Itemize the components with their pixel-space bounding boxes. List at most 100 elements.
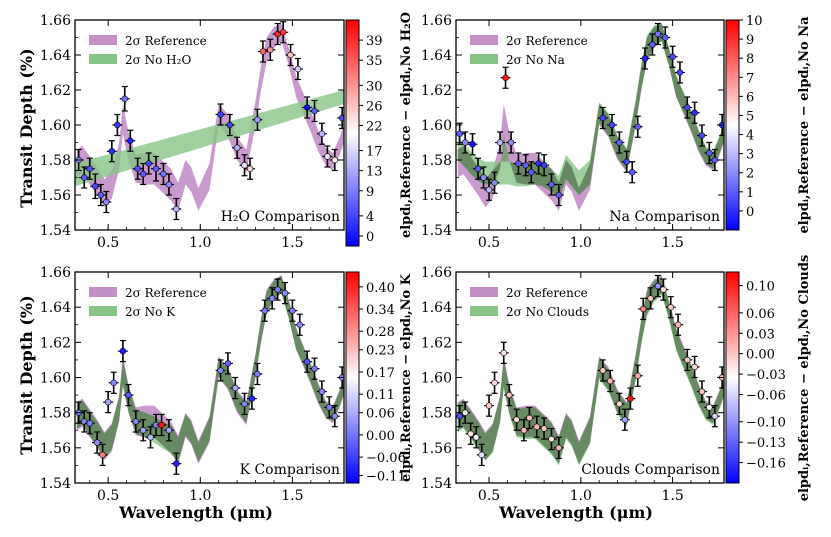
data-point — [504, 383, 515, 407]
data-point — [553, 436, 564, 459]
colorbar-tick-label: 0 — [746, 205, 754, 220]
panel-clouds: 1.54 1.56 1.58 1.60 1.62 1.64 1.66 0.5 1.0 1.5 2σ … — [421, 255, 812, 504]
data-point — [84, 412, 95, 435]
axes-frame — [74, 271, 345, 484]
data-point — [476, 443, 487, 467]
data-point — [478, 166, 489, 189]
colorbar-label: elpdᵢ,Reference − elpdᵢ,No Na — [797, 16, 812, 234]
colorbar-tick-label: 10 — [746, 14, 763, 29]
data-point — [465, 422, 476, 445]
colorbar-tick-label: 1 — [746, 186, 754, 201]
alternative-band — [75, 90, 344, 187]
y-tick-label: 1.64 — [421, 48, 452, 64]
data-point — [117, 339, 128, 363]
x-tick-label: 0.5 — [97, 235, 119, 251]
colorbar-tick-label: 5 — [746, 109, 754, 124]
data-point — [489, 171, 500, 194]
data-point — [632, 115, 643, 138]
colorbar-tick-label: 7 — [746, 71, 754, 86]
y-tick-label: 1.56 — [421, 441, 452, 457]
data-point — [267, 287, 278, 310]
legend: 2σ Reference 2σ No Na — [470, 34, 588, 67]
colorbar-tick-label: 13 — [366, 165, 383, 180]
data-point — [232, 136, 243, 159]
colorbar: −0.11 −0.06 0.00 0.06 0.11 0.17 0.23 0.28 0.34 0.… — [345, 271, 414, 485]
data-point — [682, 348, 693, 372]
overlap-band — [457, 23, 724, 199]
y-tick-label: 1.62 — [421, 335, 452, 351]
data-point — [92, 431, 103, 454]
colorbar-tick-label: 0.00 — [746, 348, 775, 363]
x-tick-label: 1.5 — [281, 235, 303, 251]
data-point — [245, 157, 256, 180]
data-point — [132, 157, 143, 180]
data-point — [257, 40, 268, 63]
colorbar-tick-label: 0 — [366, 230, 374, 245]
legend-swatch-alternative — [470, 54, 498, 64]
data-point — [156, 413, 167, 437]
y-tick-label: 1.64 — [40, 300, 71, 316]
data-point — [130, 410, 141, 433]
data-point — [309, 357, 320, 380]
reference-band — [76, 275, 344, 464]
data-point — [704, 396, 715, 419]
data-point — [329, 148, 340, 172]
y-tick-label: 1.66 — [40, 265, 71, 281]
plot-area — [456, 274, 724, 467]
x-tick-label: 1.5 — [281, 488, 303, 504]
x-tick-label: 0.5 — [97, 488, 119, 504]
colorbar-tick-label: 0.03 — [746, 327, 775, 342]
data-point — [473, 157, 484, 180]
data-point — [619, 408, 630, 431]
colorbar: 0 1 2 3 4 5 6 7 8 9 10 elpdᵢ,Reference − elpdᵢ,No N… — [725, 14, 812, 234]
data-point — [222, 352, 233, 375]
data-point — [704, 141, 715, 165]
data-point — [143, 152, 154, 175]
y-tick-label: 1.58 — [421, 153, 452, 169]
colorbar-tick-label: 0.40 — [366, 281, 395, 296]
data-point — [163, 419, 174, 442]
data-point — [272, 278, 283, 301]
data-point — [674, 61, 685, 84]
colorbar-tick-label: 0.23 — [366, 344, 395, 359]
comparison-label: H₂O Comparison — [221, 209, 340, 225]
legend: 2σ Reference 2σ No H₂O — [89, 34, 207, 67]
legend-swatch-alternative — [89, 54, 117, 64]
colorbar-tick-label: −0.03 — [746, 368, 786, 383]
data-point — [597, 106, 608, 130]
legend: 2σ Reference 2σ No Clouds — [470, 286, 589, 319]
data-point — [652, 22, 663, 46]
data-point — [125, 129, 136, 152]
plot-area — [75, 275, 344, 475]
y-tick-label: 1.66 — [421, 13, 452, 29]
data-point — [79, 410, 90, 433]
data-point — [652, 274, 663, 298]
data-point — [518, 419, 529, 442]
data-point — [265, 38, 276, 61]
comparison-label: Na Comparison — [609, 209, 720, 225]
data-point — [489, 371, 500, 394]
y-tick-label: 1.66 — [421, 265, 452, 281]
colorbar-label: elpdᵢ,Reference − elpdᵢ,No H₂O — [399, 12, 414, 238]
colorbar-tick-label: −0.10 — [746, 416, 786, 431]
data-point — [484, 394, 495, 417]
colorbar-tick-label: 8 — [746, 52, 754, 67]
x-tick-label: 0.5 — [478, 488, 500, 504]
data-point — [239, 392, 250, 416]
data-point — [640, 47, 651, 70]
data-point — [709, 148, 720, 172]
colorbar-tick-label: 9 — [366, 185, 374, 200]
x-tick-label: 1.0 — [570, 488, 592, 504]
legend-swatch-alternative — [89, 306, 117, 316]
axes-frame — [455, 19, 725, 231]
data-point — [658, 278, 669, 301]
data-point — [506, 131, 517, 154]
data-point — [660, 26, 671, 49]
data-point — [539, 417, 550, 440]
y-tick-label: 1.54 — [421, 476, 452, 492]
data-point — [239, 154, 250, 177]
legend-swatch-reference — [89, 287, 117, 297]
x-tick-label: 1.0 — [570, 235, 592, 251]
colorbar-tick-label: 0.11 — [366, 388, 395, 403]
legend-label-alternative: 2σ No Na — [506, 53, 565, 67]
